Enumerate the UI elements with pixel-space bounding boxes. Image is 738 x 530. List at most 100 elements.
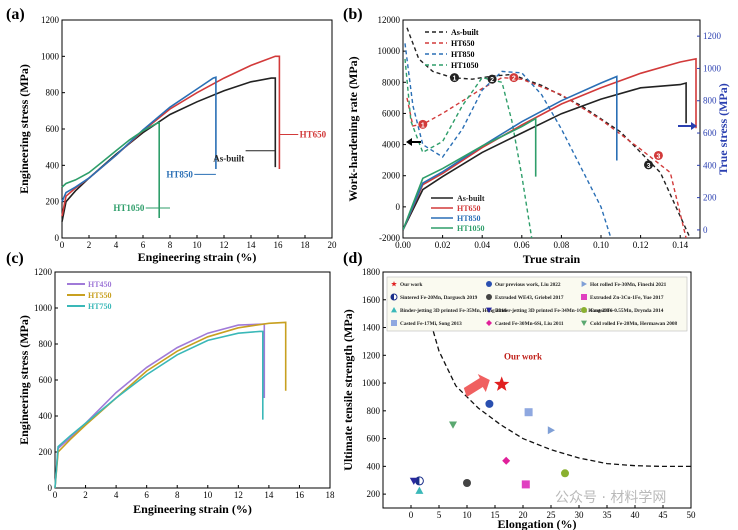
panel-c-legend-label: HT550: [88, 291, 112, 300]
panel-d-legend-marker: [581, 320, 587, 326]
panel-d-ytick-label: 1400: [362, 323, 381, 333]
panel-b-stage-marker-label: 3: [656, 153, 660, 160]
panel-c-xtick-label: 18: [326, 490, 336, 500]
panel-b-stage-marker: [644, 160, 654, 170]
panel-c-ylabel: Engineering stress (MPa): [17, 315, 31, 445]
panel-c-legend-label: HT750: [88, 302, 112, 311]
panel-d-legend-label: Cold rolled Fe-20Mn, Hermawan 2008: [590, 321, 677, 327]
panel-d-legend-label: Our work: [400, 282, 422, 288]
panel-d-ytick-label: 400: [367, 461, 381, 471]
panel-d-xtick-label: 0: [409, 510, 414, 520]
panel-b-ytick-label: -2000: [379, 233, 400, 243]
panel-b-right-arrowhead: [691, 122, 697, 130]
panel-b-whr-ht850: [404, 43, 612, 238]
panel-a-xtick-label: 2: [87, 240, 92, 250]
panel-b-stage-marker: [487, 74, 497, 84]
panel-b-y2tick-label: 200: [703, 193, 717, 203]
panel-c-ytick-label: 1200: [34, 267, 53, 277]
panel-a-ylabel: Engineering stress (MPa): [17, 64, 31, 194]
panel-d-annotation: Our work: [504, 351, 542, 361]
panel-b-legend-dashed-label: HT850: [451, 50, 475, 59]
panel-b-stage-marker-label: 1: [421, 122, 425, 129]
panel-d-point: [485, 399, 494, 408]
panel-b-xlabel: True strain: [523, 252, 581, 266]
panel-a-xtick-label: 0: [60, 240, 65, 250]
panel-d-legend-box: [386, 276, 688, 332]
panel-a-anno-ht650: HT650: [300, 129, 327, 139]
panel-a-series-ht1050: [61, 121, 160, 218]
panel-d-point: [561, 469, 569, 478]
panel-b-xtick-label: 0.14: [672, 240, 688, 250]
panel-d-xtick-label: 40: [631, 510, 641, 520]
panel-d-legend-marker: [391, 281, 397, 287]
panel-b-stage-marker-label: 3: [647, 163, 651, 170]
panel-d-legend-marker: [391, 320, 397, 326]
panel-a-frame: [61, 19, 333, 239]
panel-b-whr-ht1050: [404, 58, 533, 238]
panel-d-legend-label: Binder-jetting 3D printed Fe-35Mn, Hong …: [400, 308, 507, 314]
panel-d-xtick-label: 30: [575, 510, 585, 520]
panel-d-xtick-label: 35: [603, 510, 613, 520]
panel-a-xtick-label: 12: [220, 240, 229, 250]
panel-a-xlabel: Engineering strain (%): [138, 250, 257, 264]
panel-d-point: [524, 408, 533, 417]
panel-d-ytick-label: 1200: [362, 350, 381, 360]
panel-d-point: [547, 426, 555, 435]
panel-d-highlight-arrow: [463, 374, 490, 397]
panel-d-legend-label: Casted Fe-30Mn-6Si, Liu 2011: [495, 321, 564, 327]
panel-b-ytick-label: 6000: [382, 108, 401, 118]
panel-d-point: [415, 486, 424, 494]
panel-d-legend-label: Our previous work, Liu 2022: [495, 282, 561, 288]
panel-c-xtick-label: 16: [295, 490, 305, 500]
panel-a-xtick-label: 20: [328, 240, 338, 250]
panel-b-ylabel: Work-hardening rate (MPa): [346, 56, 360, 201]
panel-d-ytick-label: 1600: [362, 295, 381, 305]
panel-c-legend-label: HT450: [88, 280, 112, 289]
panel-d-letter: (d): [343, 250, 363, 267]
panel-b-y2label: True stress (MPa): [716, 83, 730, 175]
panel-d-legend-label: Casted Fe-17Mi, Song 2013: [400, 321, 462, 327]
panel-d-xtick-label: 50: [687, 510, 697, 520]
panel-a-ytick-label: 1200: [41, 15, 60, 25]
panel-b-whr-ht650: [406, 76, 687, 238]
panel-d-xtick-label: 20: [519, 510, 529, 520]
panel-b-stage-marker: [509, 73, 519, 83]
panel-b-frame: [402, 19, 701, 239]
panel-c-xtick-label: 4: [114, 490, 119, 500]
panel-a-xtick-label: 18: [301, 240, 311, 250]
panel-d-frame: [382, 271, 692, 509]
panel-d-boundary-curve: [421, 292, 691, 468]
panel-d-legend-label: Extruded Zn-3Cu-1Fe, Yue 2017: [590, 295, 664, 301]
panel-c-series-ht750: [54, 330, 264, 489]
panel-c-letter: (c): [6, 250, 24, 267]
panel-b-stage-marker-label: 1: [453, 76, 457, 83]
panel-a-ytick-label: 800: [46, 88, 60, 98]
panel-a-ytick-label: 200: [46, 197, 60, 207]
panel-d-ytick-label: 800: [367, 406, 381, 416]
panel-c-xlabel: Engineering strain (%): [133, 502, 252, 516]
panel-a-ytick-label: 1000: [41, 51, 60, 61]
panel-b-stress-ht650: [403, 57, 697, 231]
panel-a-xtick-label: 6: [141, 240, 146, 250]
panel-a-xtick-label: 4: [114, 240, 119, 250]
panel-c-xtick-label: 2: [83, 490, 88, 500]
panel-b-letter: (b): [343, 6, 363, 23]
panel-b-xtick-label: 0.02: [435, 240, 451, 250]
panel-a-ytick-label: 600: [46, 124, 60, 134]
panel-a-xtick-label: 10: [193, 240, 203, 250]
panel-b-ytick-label: 8000: [382, 77, 401, 87]
panel-a-xtick-label: 16: [274, 240, 284, 250]
panel-c-series-ht550: [54, 321, 287, 489]
panel-b-whr-as-built: [406, 27, 691, 238]
panel-d-legend-marker: [391, 294, 394, 300]
panel-a-series-as-built: [61, 77, 277, 222]
panel-c-ytick-label: 1000: [34, 303, 53, 313]
panel-b-y2tick-label: 1200: [703, 31, 722, 41]
panel-b-xtick-label: 0.06: [514, 240, 530, 250]
panel-b-stress-ht850: [403, 75, 618, 231]
panel-d-legend-marker: [581, 307, 587, 313]
panel-b-legend-dashed-label: HT1050: [451, 61, 479, 70]
panel-c-xtick-label: 10: [203, 490, 213, 500]
panel-b-stage-marker-label: 2: [490, 77, 494, 84]
